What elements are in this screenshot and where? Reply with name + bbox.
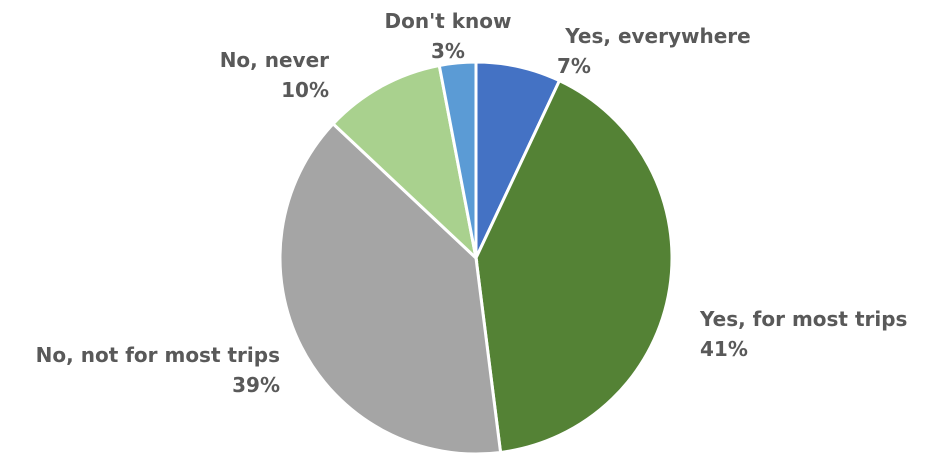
data-label-no-never-pct: 10% (281, 78, 329, 102)
pie-slice-yes-for-most-trips (474, 78, 674, 454)
data-label-no-not-most-trips-name: No, not for most trips (36, 343, 280, 367)
data-label-no-never-name: No, never (220, 48, 329, 72)
data-label-4: Don't know 3% (385, 9, 512, 63)
data-label-yes-everywhere-name: Yes, everywhere (564, 24, 750, 48)
pie-slice-no-not-for-most-trips (278, 121, 503, 454)
data-label-no-not-most-trips-pct: 39% (232, 373, 280, 397)
data-label-2: No, not for most trips 39% (36, 343, 280, 397)
pie-slice-don-t-know (437, 60, 478, 259)
data-label-3: No, never 10% (220, 48, 329, 102)
data-label-0: Yes, everywhere 7% (557, 24, 751, 78)
data-label-yes-everywhere-pct: 7% (557, 54, 591, 78)
pie-slice-no-never (331, 63, 479, 263)
data-label-dont-know-name: Don't know (385, 9, 512, 33)
data-label-yes-most-trips-name: Yes, for most trips (699, 307, 907, 331)
data-label-yes-most-trips-pct: 41% (700, 337, 748, 361)
pie-slices (278, 60, 674, 454)
data-label-1: Yes, for most trips 41% (699, 307, 907, 361)
data-label-dont-know-pct: 3% (431, 39, 465, 63)
